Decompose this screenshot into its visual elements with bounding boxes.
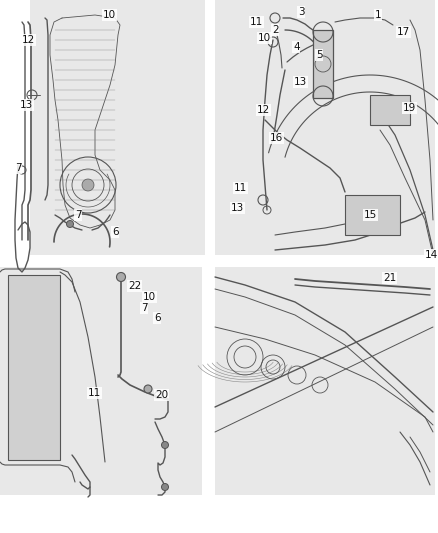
Text: 10: 10: [143, 292, 156, 302]
Text: 15: 15: [364, 210, 377, 220]
Text: 4: 4: [293, 42, 300, 52]
Bar: [313, 30, 333, 98]
Bar: [345, 195, 400, 235]
Text: 6: 6: [154, 313, 161, 323]
Circle shape: [117, 272, 126, 281]
Text: 14: 14: [425, 250, 438, 260]
Text: 12: 12: [22, 35, 35, 45]
Bar: [0, 267, 202, 495]
Bar: [215, 0, 435, 255]
Text: 10: 10: [258, 33, 271, 43]
Text: 1: 1: [375, 10, 381, 20]
Text: 2: 2: [272, 25, 279, 35]
Text: 11: 11: [234, 183, 247, 193]
Circle shape: [82, 179, 94, 191]
Text: 13: 13: [294, 77, 307, 87]
Bar: [370, 95, 410, 125]
Text: 10: 10: [103, 10, 116, 20]
Text: 5: 5: [316, 50, 323, 60]
Text: 7: 7: [141, 303, 148, 313]
Text: 22: 22: [128, 281, 141, 291]
Circle shape: [162, 483, 169, 490]
Text: 13: 13: [20, 100, 33, 110]
Text: 7: 7: [75, 210, 81, 220]
Text: 12: 12: [257, 105, 270, 115]
Circle shape: [67, 221, 74, 228]
Text: 16: 16: [270, 133, 283, 143]
Text: 3: 3: [298, 7, 304, 17]
Bar: [8, 275, 60, 460]
Text: 7: 7: [15, 163, 21, 173]
Bar: [215, 267, 435, 495]
Text: 21: 21: [383, 273, 396, 283]
Circle shape: [144, 385, 152, 393]
Text: 17: 17: [397, 27, 410, 37]
Text: 11: 11: [250, 17, 263, 27]
Text: 11: 11: [88, 388, 101, 398]
Text: 20: 20: [155, 390, 168, 400]
Text: 6: 6: [112, 227, 119, 237]
Circle shape: [162, 441, 169, 448]
Bar: [30, 0, 205, 255]
Text: 19: 19: [403, 103, 416, 113]
Text: 13: 13: [231, 203, 244, 213]
